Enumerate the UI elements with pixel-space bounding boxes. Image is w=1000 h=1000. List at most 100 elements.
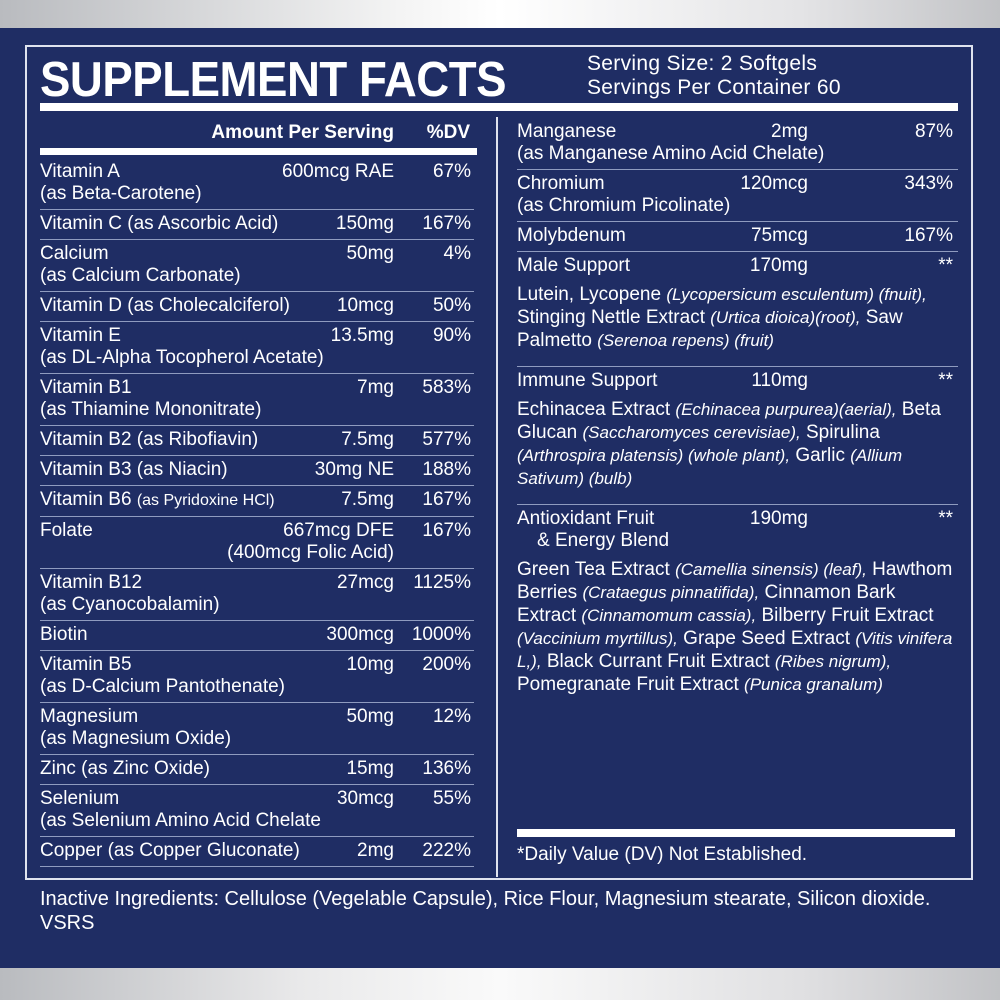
nutrient-source: (as Selenium Amino Acid Chelate	[40, 810, 321, 831]
blend-ingredient-text: Bilberry Fruit Extract	[756, 605, 934, 626]
blend-ingredient-text: (Saccharomyces cerevisiae),	[582, 423, 801, 442]
nutrient-name: Vitamin B12	[40, 572, 143, 593]
inactive-ingredients-text: Inactive Ingredients: Cellulose (Vegelab…	[40, 888, 931, 910]
blend-ingredient-text: (Ribes nigrum),	[774, 652, 892, 671]
blend-ingredient-text: (Punica granalum)	[744, 675, 883, 694]
nutrient-row: Vitamin B3 (as Niacin) 30mg NE 188%	[40, 456, 474, 486]
nutrient-row: Vitamin B12 27mcg 1125% (as Cyanocobalamin)	[40, 569, 474, 621]
nutrient-row: Folate 667mcg DFE 167% (400mcg Folic Acid)	[40, 517, 474, 569]
nutrient-dv: 167%	[422, 489, 471, 510]
serving-info: Serving Size: 2 Softgels Servings Per Co…	[587, 52, 841, 100]
nutrient-amount: 30mcg	[336, 788, 394, 809]
nutrient-amount: 2mg	[357, 840, 394, 861]
nutrient-name: Antioxidant Fruit	[517, 508, 655, 529]
nutrient-name: Manganese	[517, 121, 617, 142]
nutrient-amount: 7.5mg	[341, 429, 394, 450]
nutrient-row: Vitamin B6 (as Pyridoxine HCl) 7.5mg 167%	[40, 486, 474, 517]
nutrient-dv: 50%	[432, 295, 471, 316]
nutrient-name: Vitamin A	[40, 161, 120, 182]
amount-header: Amount Per Serving	[211, 122, 394, 143]
nutrient-amount: 300mcg	[326, 624, 394, 645]
nutrient-dv: 200%	[422, 654, 471, 675]
blend-ingredient-text: (Arthrospira platensis) (whole plant),	[517, 446, 791, 465]
nutrient-row: Manganese 2mg 87% (as Manganese Amino Acid …	[517, 118, 958, 170]
nutrient-amount: 190mg	[749, 508, 808, 529]
nutrient-source: (as D-Calcium Pantothenate)	[40, 676, 285, 697]
nutrient-amount: 15mg	[346, 758, 394, 779]
blend-ingredient-text: (Lycopersicum esculentum) (fnuit),	[666, 285, 927, 304]
blend-ingredient-text: (Serenoa repens) (fruit)	[597, 331, 774, 350]
nutrient-source: (as Cyanocobalamin)	[40, 594, 220, 615]
nutrient-name: Vitamin B1	[40, 377, 132, 398]
nutrient-row: Magnesium 50mg 12% (as Magnesium Oxide)	[40, 703, 474, 755]
nutrient-row: Molybdenum 75mcg 167%	[517, 222, 958, 252]
nutrient-amount: 30mg NE	[314, 459, 394, 480]
nutrient-source: (as Chromium Picolinate)	[517, 195, 731, 216]
nutrient-amount: 10mcg	[336, 295, 394, 316]
blend-ingredient-text: (Camellia sinensis) (leaf),	[675, 560, 867, 579]
nutrient-amount: 75mcg	[750, 225, 808, 246]
nutrient-row: Vitamin B1 7mg 583% (as Thiamine Mononitrat…	[40, 374, 474, 426]
nutrient-name: Male Support	[517, 255, 631, 276]
nutrient-dv: 67%	[432, 161, 471, 182]
nutrient-row: Vitamin B5 10mg 200% (as D-Calcium Pantothe…	[40, 651, 474, 703]
nutrient-dv: 1125%	[413, 572, 471, 593]
nutrient-name: Vitamin C (as Ascorbic Acid)	[40, 213, 279, 234]
nutrient-row: Vitamin C (as Ascorbic Acid) 150mg 167%	[40, 210, 474, 240]
blend-ingredients: Echinacea Extract (Echinacea purpurea)(a…	[517, 392, 958, 500]
nutrient-row: Copper (as Copper Gluconate) 2mg 222%	[40, 837, 474, 867]
blend-ingredient-text: (Cinnamomum cassia),	[581, 606, 757, 625]
blend-ingredient-text: (Vaccinium myrtillus),	[517, 629, 678, 648]
nutrient-row: Antioxidant Fruit 190mg ** & Energy Blend Gr…	[517, 505, 958, 710]
nutrient-source: (as Magnesium Oxide)	[40, 728, 232, 749]
nutrient-row: Selenium 30mcg 55% (as Selenium Amino Acid …	[40, 785, 474, 837]
nutrient-amount: 7.5mg	[341, 489, 394, 510]
nutrient-row: Vitamin B2 (as Ribofiavin) 7.5mg 577%	[40, 426, 474, 456]
nutrient-amount: 120mcg	[740, 173, 808, 194]
nutrient-name: Vitamin D (as Cholecalciferol)	[40, 295, 290, 316]
nutrient-name: Selenium	[40, 788, 120, 809]
nutrient-dv: 583%	[422, 377, 471, 398]
column-divider	[496, 117, 498, 877]
divider-bar	[517, 829, 955, 837]
nutrient-row: Vitamin A 600mcg RAE 67% (as Beta-Carotene)	[40, 158, 474, 210]
nutrient-amount: 27mcg	[336, 572, 394, 593]
nutrient-name: Calcium	[40, 243, 109, 264]
servings-per-container: Servings Per Container 60	[587, 76, 841, 99]
nutrient-name: Folate	[40, 520, 93, 541]
top-silver-band	[0, 0, 1000, 28]
divider-bar	[40, 103, 958, 111]
nutrient-dv: 90%	[432, 325, 471, 346]
nutrient-amount: 7mg	[357, 377, 394, 398]
nutrient-name: Copper (as Copper Gluconate)	[40, 840, 300, 861]
nutrient-dv: 167%	[422, 520, 471, 541]
nutrient-row: Zinc (as Zinc Oxide) 15mg 136%	[40, 755, 474, 785]
blend-ingredient-text: (Vitis vinifera L,),	[517, 629, 953, 671]
blend-ingredient-text: Stinging Nettle Extract	[517, 307, 711, 328]
nutrient-row: Vitamin E 13.5mg 90% (as DL-Alpha Tocophero…	[40, 322, 474, 374]
nutrient-source: (as Thiamine Mononitrate)	[40, 399, 262, 420]
divider-bar	[40, 148, 477, 155]
nutrient-amount: 10mg	[346, 654, 394, 675]
nutrient-name: Vitamin B6	[40, 489, 132, 510]
column-header: Amount Per Serving %DV	[40, 120, 474, 150]
nutrient-dv: 12%	[432, 706, 471, 727]
nutrient-source: & Energy Blend	[537, 530, 670, 551]
right-nutrient-list: Manganese 2mg 87% (as Manganese Amino Acid …	[517, 118, 958, 710]
nutrient-row: Calcium 50mg 4% (as Calcium Carbonate)	[40, 240, 474, 292]
left-nutrient-list: Vitamin A 600mcg RAE 67% (as Beta-Carotene)…	[40, 158, 474, 867]
nutrient-dv: 577%	[422, 429, 471, 450]
nutrient-source: (as Manganese Amino Acid Chelate)	[517, 143, 825, 164]
nutrient-name: Vitamin B3 (as Niacin)	[40, 459, 228, 480]
blend-ingredient-text: (Echinacea purpurea)(aerial),	[675, 400, 897, 419]
nutrient-source: (as Calcium Carbonate)	[40, 265, 241, 286]
nutrient-dv: 343%	[904, 173, 953, 194]
nutrient-dv: **	[938, 370, 953, 391]
nutrient-name: Biotin	[40, 624, 88, 645]
nutrient-row: Biotin 300mcg 1000%	[40, 621, 474, 651]
nutrient-dv: 167%	[422, 213, 471, 234]
blend-ingredients: Lutein, Lycopene (Lycopersicum esculentu…	[517, 277, 958, 362]
nutrient-amount: 667mcg DFE	[283, 520, 394, 541]
footnote: *Daily Value (DV) Not Established.	[517, 844, 808, 865]
dv-header: %DV	[426, 122, 470, 143]
